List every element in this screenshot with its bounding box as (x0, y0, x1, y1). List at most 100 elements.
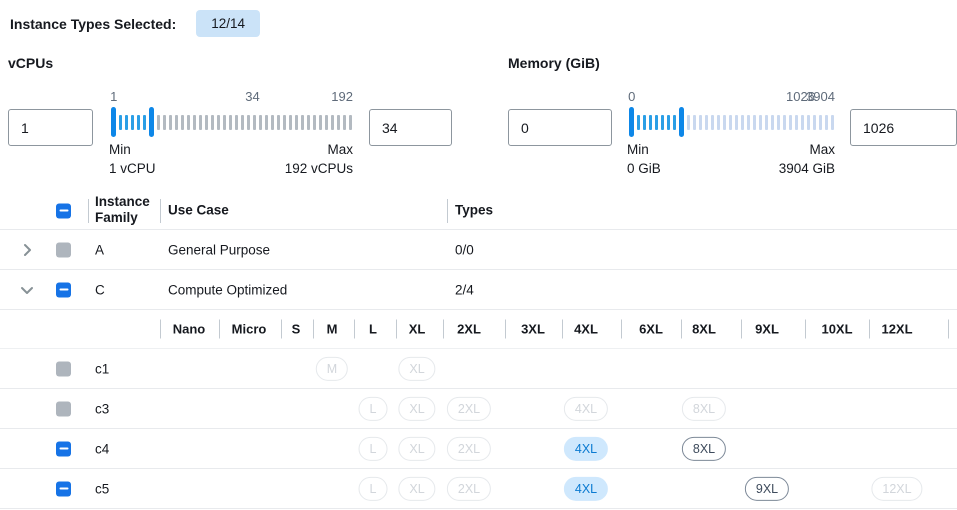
column-header-family: Instance Family (95, 193, 150, 226)
size-column-separator (443, 319, 444, 339)
slider-tick (704, 114, 708, 130)
use-case: Compute Optimized (168, 282, 288, 297)
family-name: C (95, 282, 105, 297)
expand-chevron-icon[interactable] (18, 241, 36, 259)
family-checkbox (56, 242, 71, 257)
vcpus-max-input[interactable] (369, 109, 452, 146)
size-column-header: 9XL (755, 321, 779, 337)
size-column-separator (562, 319, 563, 339)
family-checkbox[interactable] (56, 282, 71, 297)
size-column-header: 12XL (881, 321, 913, 337)
vcpus-max-label: Max (327, 142, 353, 157)
slider-tick (168, 114, 172, 130)
selection-summary-label: Instance Types Selected: (10, 15, 177, 32)
instance-name: c3 (95, 401, 110, 416)
slider-handle-max[interactable] (148, 107, 154, 137)
slider-tick (156, 114, 160, 130)
use-case: General Purpose (168, 242, 271, 257)
size-column-header: XL (408, 321, 426, 337)
instance-name: c1 (95, 361, 110, 376)
slider-tick (776, 114, 780, 130)
vcpus-scale-current: 34 (245, 89, 260, 104)
column-separator (160, 198, 161, 223)
instance-row-c4: c4 L XL 2XL 4XL 8XL (0, 429, 957, 469)
size-column-separator (948, 319, 949, 339)
slider-tick (300, 114, 304, 130)
select-all-checkbox[interactable] (56, 203, 71, 218)
slider-tick (234, 114, 238, 130)
slider-tick (666, 114, 670, 130)
slider-tick (824, 114, 828, 130)
slider-tick (306, 114, 310, 130)
memory-min-input[interactable] (508, 109, 612, 146)
indeterminate-minus-icon (59, 447, 68, 450)
instance-checkbox (56, 401, 71, 416)
instance-name: c4 (95, 441, 110, 456)
slider-tick (312, 114, 316, 130)
selection-summary: Instance Types Selected: 12/14 (10, 10, 261, 37)
slider-tick (648, 114, 652, 130)
size-pill-xl: XL (398, 396, 436, 421)
indeterminate-minus-icon (59, 487, 68, 490)
column-separator (447, 198, 448, 223)
slider-tick (180, 114, 184, 130)
size-pill-4xl[interactable]: 4XL (563, 476, 609, 501)
size-column-header: 2XL (457, 321, 481, 337)
slider-tick (716, 114, 720, 130)
size-column-header: M (326, 321, 338, 337)
types-count: 0/0 (455, 242, 474, 257)
size-pill-xl: XL (398, 356, 436, 381)
instance-checkbox (56, 361, 71, 376)
column-header-use-case: Use Case (168, 202, 229, 218)
size-column-header: Nano (172, 321, 206, 337)
size-column-separator (505, 319, 506, 339)
slider-tick (276, 114, 280, 130)
memory-max-label: Max (809, 142, 835, 157)
instance-checkbox[interactable] (56, 481, 71, 496)
column-separator (88, 198, 89, 223)
vcpus-scale-min: 1 (110, 89, 118, 104)
size-pill-4xl[interactable]: 4XL (563, 436, 609, 461)
instance-name: c5 (95, 481, 110, 496)
slider-handle-min[interactable] (110, 107, 116, 137)
vcpus-slider-track[interactable] (109, 106, 353, 138)
slider-tick (198, 114, 202, 130)
slider-tick (124, 114, 128, 130)
slider-tick (636, 114, 640, 130)
size-pill-8xl[interactable]: 8XL (681, 436, 727, 461)
memory-slider-track[interactable] (627, 106, 835, 138)
size-pill-12xl: 12XL (871, 476, 923, 501)
slider-tick (222, 114, 226, 130)
slider-tick (348, 114, 352, 130)
slider-tick (752, 114, 756, 130)
vcpus-scale-max: 192 (331, 89, 353, 104)
collapse-chevron-icon[interactable] (18, 281, 36, 299)
size-column-separator (219, 319, 220, 339)
instance-row-c5: c5 L XL 2XL 4XL 9XL 12XL (0, 469, 957, 509)
size-column-header: Micro (231, 321, 267, 337)
slider-tick (240, 114, 244, 130)
slider-handle-max[interactable] (678, 107, 684, 137)
memory-slider: 0 1026 3904 Min 0 GiB Max 3904 GiB (627, 89, 835, 179)
vcpus-min-input[interactable] (8, 109, 93, 146)
size-pill-9xl[interactable]: 9XL (744, 476, 790, 501)
size-column-separator (681, 319, 682, 339)
size-column-header: 10XL (821, 321, 853, 337)
memory-max-input[interactable] (850, 109, 957, 146)
size-column-separator (281, 319, 282, 339)
size-pill-2xl: 2XL (446, 436, 492, 461)
memory-scale-current: 1026 (786, 89, 815, 104)
family-row-a: A General Purpose 0/0 (0, 230, 957, 270)
slider-tick (192, 114, 196, 130)
size-pill-2xl: 2XL (446, 476, 492, 501)
memory-filter: Memory (GiB) 0 1026 3904 Min 0 GiB Max (508, 55, 957, 179)
slider-tick (764, 114, 768, 130)
slider-tick (258, 114, 262, 130)
size-pill-l: L (358, 396, 388, 421)
instance-checkbox[interactable] (56, 441, 71, 456)
slider-tick (186, 114, 190, 130)
size-pill-m: M (315, 356, 349, 381)
slider-handle-min[interactable] (628, 107, 634, 137)
slider-tick (722, 114, 726, 130)
slider-tick (130, 114, 134, 130)
